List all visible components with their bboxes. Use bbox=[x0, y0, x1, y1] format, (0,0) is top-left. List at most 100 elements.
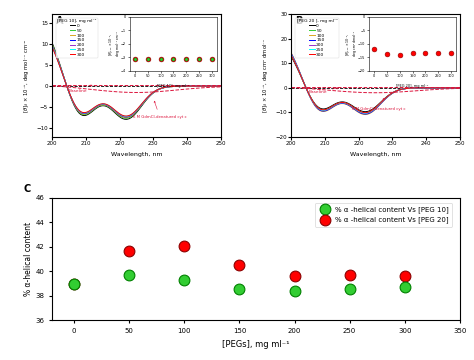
% α -helical content Vs [PEG 20] bbox=[126, 248, 133, 253]
0 bbox=[330, 103, 336, 107]
% α -helical content Vs [PEG 10] bbox=[346, 286, 354, 292]
150 bbox=[152, 89, 158, 94]
0 bbox=[128, 115, 134, 120]
200 bbox=[152, 89, 158, 94]
100 bbox=[301, 78, 306, 83]
150 bbox=[218, 84, 223, 88]
50 bbox=[128, 114, 134, 119]
100 bbox=[152, 89, 158, 94]
Line: 50: 50 bbox=[52, 44, 220, 118]
0 bbox=[301, 79, 306, 84]
0 bbox=[368, 108, 374, 112]
250 bbox=[61, 76, 67, 80]
250 bbox=[417, 86, 422, 90]
0 bbox=[177, 84, 183, 88]
300 bbox=[457, 86, 463, 90]
100 bbox=[408, 86, 414, 90]
0 bbox=[152, 90, 158, 94]
100 bbox=[123, 116, 129, 120]
150 bbox=[91, 106, 97, 110]
100 bbox=[218, 84, 223, 88]
% α -helical content Vs [PEG 10] bbox=[291, 288, 298, 294]
100 bbox=[128, 114, 134, 118]
0 bbox=[289, 55, 294, 59]
Y-axis label: [$\theta$]$_\lambda$ × 10⁻³, deg cm² dmol⁻¹: [$\theta$]$_\lambda$ × 10⁻³, deg cm² dmo… bbox=[261, 38, 270, 113]
100 bbox=[289, 51, 294, 55]
150 bbox=[123, 115, 129, 119]
250 bbox=[152, 89, 158, 93]
100 bbox=[49, 43, 55, 47]
300 bbox=[408, 86, 414, 90]
250 bbox=[218, 84, 223, 88]
0 bbox=[363, 109, 368, 114]
% α -helical content Vs [PEG 20] bbox=[181, 243, 188, 249]
Text: 6 M GdmCl-denatured cyt c: 6 M GdmCl-denatured cyt c bbox=[133, 101, 187, 119]
Line: 200: 200 bbox=[292, 55, 460, 113]
Text: C: C bbox=[24, 184, 31, 194]
200 bbox=[368, 110, 374, 114]
0 bbox=[457, 86, 463, 90]
Line: 100: 100 bbox=[292, 53, 460, 114]
% α -helical content Vs [PEG 20] bbox=[236, 262, 243, 268]
250 bbox=[330, 104, 336, 108]
Line: 0: 0 bbox=[292, 57, 460, 112]
300 bbox=[152, 89, 158, 93]
100 bbox=[177, 84, 183, 88]
50 bbox=[368, 109, 374, 114]
50 bbox=[61, 75, 67, 80]
50 bbox=[408, 86, 414, 90]
200 bbox=[49, 44, 55, 49]
250 bbox=[368, 109, 374, 114]
300 bbox=[330, 103, 336, 108]
50 bbox=[301, 79, 306, 83]
0 bbox=[61, 75, 67, 79]
250 bbox=[391, 90, 397, 94]
% α -helical content Vs [PEG 10] bbox=[236, 286, 243, 292]
0 bbox=[391, 90, 397, 94]
150 bbox=[61, 76, 67, 80]
150 bbox=[169, 84, 174, 89]
100 bbox=[169, 84, 174, 89]
300 bbox=[128, 112, 134, 117]
150 bbox=[289, 51, 294, 56]
300 bbox=[218, 84, 223, 88]
Legend: 0, 50, 100, 150, 200, 250, 300: 0, 50, 100, 150, 200, 250, 300 bbox=[295, 18, 339, 58]
100 bbox=[91, 107, 97, 111]
150 bbox=[417, 86, 422, 90]
250 bbox=[289, 53, 294, 57]
Line: 100: 100 bbox=[52, 45, 220, 118]
% α -helical content Vs [PEG 20] bbox=[70, 281, 78, 287]
150 bbox=[457, 86, 463, 90]
Y-axis label: % α-helical content: % α-helical content bbox=[24, 222, 33, 296]
200 bbox=[417, 86, 422, 90]
200 bbox=[177, 84, 183, 88]
300 bbox=[91, 105, 97, 110]
300 bbox=[289, 53, 294, 58]
50 bbox=[218, 84, 223, 88]
Y-axis label: [$\theta$]$_\lambda$ × 10⁻³, deg mol⁻¹ cm⁻²: [$\theta$]$_\lambda$ × 10⁻³, deg mol⁻¹ c… bbox=[22, 38, 31, 113]
50 bbox=[391, 90, 397, 94]
100 bbox=[417, 86, 422, 90]
X-axis label: [PEGs], mg ml⁻¹: [PEGs], mg ml⁻¹ bbox=[222, 339, 290, 348]
50 bbox=[152, 89, 158, 94]
300 bbox=[49, 45, 55, 49]
300 bbox=[169, 84, 174, 89]
% α -helical content Vs [PEG 10] bbox=[401, 284, 409, 290]
% α -helical content Vs [PEG 10] bbox=[126, 272, 133, 278]
100 bbox=[363, 112, 368, 117]
300 bbox=[368, 109, 374, 113]
200 bbox=[330, 104, 336, 108]
0 bbox=[417, 86, 422, 90]
Text: A: A bbox=[55, 15, 63, 26]
200 bbox=[128, 113, 134, 117]
Text: B: B bbox=[295, 15, 302, 26]
50 bbox=[417, 86, 422, 90]
X-axis label: Wavelength, nm: Wavelength, nm bbox=[110, 152, 162, 157]
50 bbox=[91, 107, 97, 111]
Text: Baseline: Baseline bbox=[308, 87, 338, 94]
100 bbox=[368, 111, 374, 115]
50 bbox=[49, 42, 55, 46]
50 bbox=[123, 116, 129, 121]
Legend: % α -helical content Vs [PEG 10], % α -helical content Vs [PEG 20]: % α -helical content Vs [PEG 10], % α -h… bbox=[315, 203, 452, 226]
300 bbox=[391, 90, 397, 94]
